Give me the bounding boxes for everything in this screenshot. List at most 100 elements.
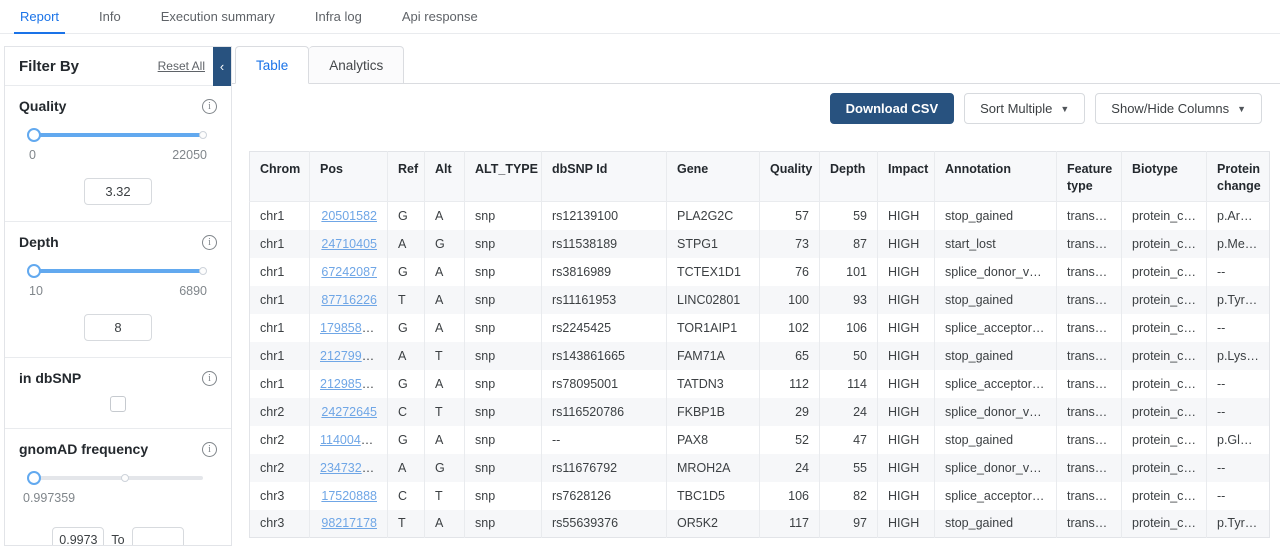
pos-link[interactable]: 212985592 [320, 376, 383, 391]
depth-slider [27, 264, 207, 278]
info-icon[interactable]: i [202, 441, 217, 457]
gnomad-slider-min-handle[interactable] [27, 471, 41, 485]
download-csv-button[interactable]: Download CSV [829, 93, 955, 124]
column-header-quality[interactable]: Quality [759, 151, 820, 202]
cell-annotation: splice_acceptor_var... [934, 481, 1057, 510]
pos-link[interactable]: 67242087 [321, 264, 377, 279]
cell-alt: A [424, 257, 465, 286]
view-tab-bar: Table Analytics [232, 46, 1280, 84]
pos-link[interactable]: 179858444 [320, 320, 383, 335]
quality-value-input[interactable] [84, 178, 152, 205]
column-header-ref[interactable]: Ref [387, 151, 425, 202]
pos-link[interactable]: 20501582 [321, 208, 377, 223]
in-dbsnp-checkbox[interactable] [110, 396, 126, 412]
pos-link[interactable]: 17520888 [321, 488, 377, 503]
cell-ref: A [387, 341, 425, 370]
cell-alt: T [424, 341, 465, 370]
cell-impact: HIGH [877, 229, 935, 258]
gnomad-to-input[interactable] [131, 527, 184, 545]
column-header-biotype[interactable]: Biotype [1121, 151, 1207, 202]
info-icon[interactable]: i [202, 234, 217, 250]
cell-protein-change: p.Tyr22* [1217, 292, 1264, 307]
gnomad-from-input[interactable] [52, 527, 105, 545]
tab-infra-log[interactable]: Infra log [314, 8, 362, 24]
gnomad-slider-max-handle[interactable] [121, 474, 130, 482]
depth-slider-max-handle[interactable] [199, 267, 207, 275]
column-header-feature-type[interactable]: Feature type [1056, 151, 1122, 202]
cell-gene: MROH2A [666, 453, 760, 482]
column-header-depth[interactable]: Depth [819, 151, 878, 202]
cell-gene: TCTEX1D1 [666, 257, 760, 286]
info-icon[interactable]: i [202, 98, 217, 114]
cell-alt-type: snp [464, 369, 542, 398]
pos-link[interactable]: 212799882 [320, 348, 383, 363]
sort-multiple-button[interactable]: Sort Multiple ▼ [964, 93, 1086, 124]
cell-quality: 24 [759, 453, 820, 482]
column-header-alt-type[interactable]: ALT_TYPE [464, 151, 542, 202]
pos-link[interactable]: 114004479 [320, 432, 382, 447]
filter-depth: Depth i 10 6890 [5, 222, 231, 358]
column-header-annotation[interactable]: Annotation [934, 151, 1057, 202]
cell-gene: PAX8 [666, 425, 760, 454]
pos-link[interactable]: 87716226 [321, 292, 377, 307]
show-hide-columns-button[interactable]: Show/Hide Columns ▼ [1095, 93, 1262, 124]
cell-feature-type: transcript [1056, 481, 1122, 510]
filter-in-dbsnp: in dbSNP i [5, 358, 231, 429]
cell-feature-type: transcript [1056, 397, 1122, 426]
column-header-gene[interactable]: Gene [666, 151, 760, 202]
quality-slider-max-handle[interactable] [199, 131, 207, 139]
cell-protein-change: -- [1217, 320, 1226, 335]
depth-slider-min-handle[interactable] [27, 264, 41, 278]
cell-annotation: stop_gained [934, 341, 1057, 370]
cell-gene: LINC02801 [666, 285, 760, 314]
column-header-protein-change[interactable]: Protein change [1206, 151, 1270, 202]
cell-protein-change: p.Tyr218* [1217, 516, 1270, 531]
collapse-sidebar-button[interactable]: ‹ [213, 47, 231, 86]
cell-impact: HIGH [877, 453, 935, 482]
cell-impact: HIGH [877, 341, 935, 370]
cell-ref: C [387, 481, 425, 510]
gnomad-range-label: 0.997359 [23, 491, 76, 505]
depth-min-label: 10 [29, 284, 43, 298]
cell-pos: 87716226 [309, 285, 388, 314]
pos-link[interactable]: 98217178 [321, 516, 377, 531]
cell-alt: A [424, 285, 465, 314]
tab-api-response[interactable]: Api response [401, 8, 478, 24]
column-header-chrom[interactable]: Chrom [249, 151, 310, 202]
cell-annotation: splice_donor_varian... [934, 257, 1057, 286]
column-header-alt[interactable]: Alt [424, 151, 465, 202]
depth-value-input[interactable] [84, 314, 152, 341]
cell-pos: 114004479 [309, 425, 388, 454]
cell-alt-type: snp [464, 341, 542, 370]
pos-link[interactable]: 234732317 [320, 460, 383, 475]
cell-feature-type: transcript [1056, 509, 1122, 538]
tab-info[interactable]: Info [99, 8, 121, 24]
pos-link[interactable]: 24272645 [321, 404, 377, 419]
pos-link[interactable]: 24710405 [321, 236, 377, 251]
cell-dbsnp-id: rs55639376 [541, 509, 667, 538]
variants-table-container: Chrom Pos Ref Alt ALT_TYPE dbSNP Id Gene Qualit… [249, 151, 1270, 546]
tab-execution-summary[interactable]: Execution summary [160, 8, 275, 24]
cell-feature-type: transcript [1056, 313, 1122, 342]
column-header-dbsnp-id[interactable]: dbSNP Id [541, 151, 667, 202]
cell-dbsnp-id: rs7628126 [541, 481, 667, 510]
cell-impact: HIGH [877, 509, 935, 538]
reset-all-link[interactable]: Reset All [157, 59, 205, 73]
cell-dbsnp-id: rs11161953 [541, 285, 667, 314]
tab-analytics[interactable]: Analytics [309, 46, 405, 84]
cell-alt: A [424, 313, 465, 342]
cell-alt: A [424, 201, 465, 230]
tab-table[interactable]: Table [235, 46, 310, 84]
cell-feature-type: transcript [1056, 257, 1122, 286]
column-header-pos[interactable]: Pos [309, 151, 388, 202]
column-header-impact[interactable]: Impact [877, 151, 935, 202]
cell-pos: 234732317 [309, 453, 388, 482]
main-panel: Table Analytics Download CSV Sort Multip… [232, 46, 1280, 546]
quality-slider-min-handle[interactable] [27, 128, 41, 142]
info-icon[interactable]: i [202, 370, 217, 386]
tab-report[interactable]: Report [14, 0, 66, 34]
